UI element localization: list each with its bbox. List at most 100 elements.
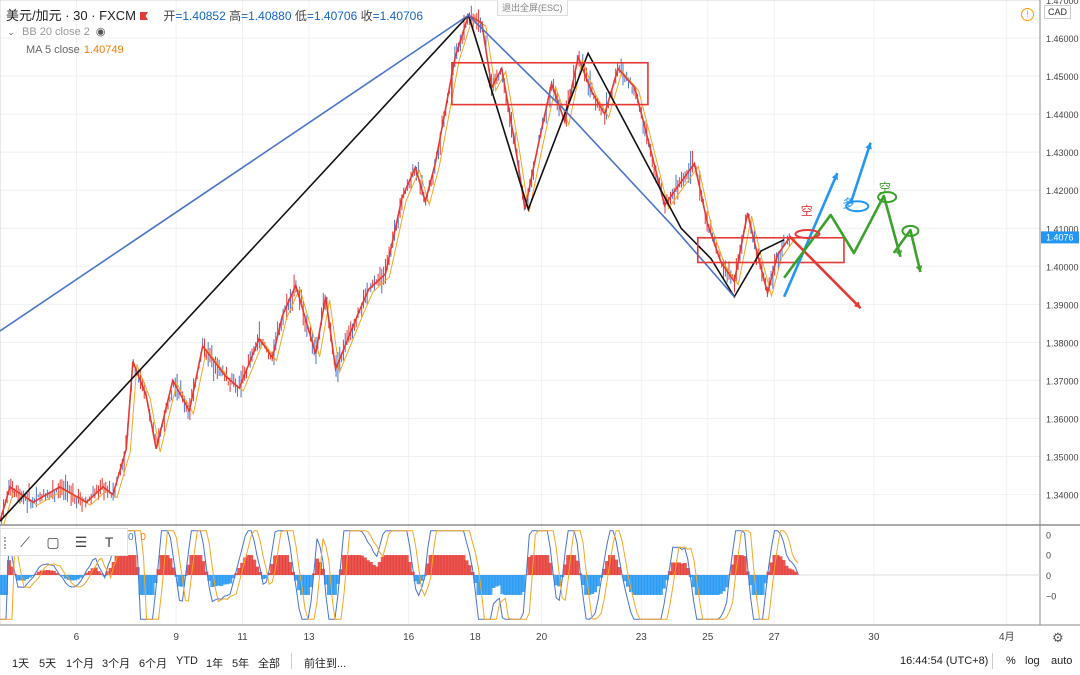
time-tick-label: 27 [769, 632, 781, 643]
log-toggle[interactable]: log [1025, 655, 1040, 667]
osc-histogram-bar [703, 575, 708, 595]
osc-histogram-bar [407, 561, 412, 575]
osc-histogram-bar [784, 565, 789, 575]
drag-handle-icon[interactable] [4, 537, 10, 549]
osc-histogram-bar [168, 558, 173, 575]
osc-histogram-bar [389, 555, 394, 575]
osc-histogram-bar [87, 571, 92, 575]
osc-histogram-bar [3, 575, 8, 595]
osc-histogram-bar [282, 555, 287, 575]
osc-histogram-bar [643, 575, 648, 595]
osc-histogram-bar [617, 567, 622, 575]
osc-histogram-bar [781, 560, 786, 575]
price-badge-label: 1.4076 [1046, 232, 1074, 242]
osc-histogram-bar [395, 555, 400, 575]
osc-histogram-bar [455, 555, 460, 575]
osc-histogram-bar [204, 571, 209, 575]
osc-histogram-bar [210, 575, 215, 587]
osc-histogram-bar [625, 575, 630, 587]
drawing-toolbar: ⟋ ▢ ☰ T [0, 528, 128, 556]
osc-histogram-bar [222, 575, 227, 585]
chevron-down-icon[interactable]: ⌄ [7, 26, 15, 37]
bottom-toolbar: 1天 5天 1个月 3个月 6个月 YTD 1年 5年 全部 前往到... 16… [0, 650, 1080, 675]
osc-histogram-bar [721, 575, 726, 592]
price-tick-label: 1.34000 [1046, 491, 1079, 501]
open-value: =1.40852 [175, 9, 226, 23]
osc-histogram-bar [0, 575, 5, 595]
osc-histogram-bar [329, 575, 334, 595]
price-badge [1041, 231, 1079, 244]
rectangle-icon[interactable]: ▢ [46, 533, 60, 550]
auto-toggle[interactable]: auto [1051, 655, 1073, 667]
osc-tick-label: −0 [1046, 591, 1056, 601]
timeframe-3m[interactable]: 3个月 [102, 658, 131, 670]
osc-histogram-bar [102, 575, 107, 577]
osc-histogram-bar [709, 575, 714, 595]
osc-histogram-bar [646, 575, 651, 595]
osc-histogram-bar [36, 571, 41, 575]
fib-icon[interactable]: ☰ [74, 533, 88, 550]
osc-histogram-bar [676, 562, 681, 575]
osc-histogram-bar [697, 575, 702, 595]
osc-histogram-bar [9, 566, 14, 575]
timeframe-all[interactable]: 全部 [258, 658, 280, 670]
currency-badge[interactable]: CAD [1044, 5, 1072, 19]
ma-indicator-label[interactable]: MA 5 close [26, 44, 80, 56]
timeframe-5d[interactable]: 5天 [39, 658, 57, 670]
osc-histogram-bar [515, 575, 520, 595]
osc-histogram-bar [446, 555, 451, 575]
osc-histogram-bar [213, 575, 218, 587]
osc-histogram-bar [401, 555, 406, 575]
price-lines [0, 13, 796, 525]
osc-histogram-bar [150, 575, 155, 595]
osc-histogram-bar [593, 575, 598, 593]
time-tick-label: 30 [868, 632, 880, 643]
osc-histogram-bar [497, 575, 502, 586]
osc-histogram-bar [108, 567, 113, 575]
osc-histogram-bar [294, 575, 299, 581]
osc-histogram-bar [658, 575, 663, 595]
osc-histogram-bar [611, 555, 616, 575]
osc-histogram-bar [739, 555, 744, 575]
osc-histogram-bar [419, 575, 424, 581]
range-box-top [451, 61, 649, 106]
clock-readout[interactable]: 16:44:54 (UTC+8) [900, 655, 989, 667]
low-value: =1.40706 [306, 9, 358, 23]
osc-histogram-bar [234, 573, 239, 575]
percent-toggle[interactable]: % [1006, 655, 1016, 667]
osc-histogram-bar [757, 575, 762, 595]
price-tick-label: 1.39000 [1046, 300, 1079, 310]
timeframe-6m[interactable]: 6个月 [139, 658, 168, 670]
bb-indicator-label[interactable]: BB 20 close 2 [22, 25, 90, 38]
exit-fullscreen-button[interactable]: 退出全屏(ESC) [497, 0, 568, 16]
trend-line-icon[interactable]: ⟋ [20, 533, 30, 550]
timeframe-ytd[interactable]: YTD [176, 655, 198, 667]
warning-icon[interactable]: ! [1021, 8, 1034, 21]
blue-arrow-2-head [865, 142, 872, 150]
osc-histogram-bar [790, 569, 795, 575]
osc-histogram-bar [512, 575, 517, 595]
timeframe-1d[interactable]: 1天 [12, 658, 30, 670]
timeframe-1m[interactable]: 1个月 [66, 658, 95, 670]
osc-histogram-bar [165, 555, 170, 575]
osc-histogram-bar [410, 571, 415, 575]
settings-gear-icon[interactable]: ⚙ [1052, 630, 1064, 645]
timeframe-1y[interactable]: 1年 [206, 658, 224, 670]
osc-histogram-bar [30, 575, 35, 577]
circle-marker-green-2 [901, 224, 920, 237]
osc-histogram-bar [195, 555, 200, 575]
time-tick-label: 13 [303, 632, 315, 643]
osc-histogram-bar [323, 575, 328, 585]
osc-histogram-bar [314, 558, 319, 575]
osc-histogram-bar [637, 575, 642, 595]
osc-histogram-bar [775, 555, 780, 575]
chart-grid [0, 0, 1040, 625]
goto-button[interactable]: 前往到... [304, 658, 347, 670]
timeframe-5y[interactable]: 5年 [232, 658, 250, 670]
symbol-title[interactable]: 美元/加元 · 30 · FXCM [6, 8, 137, 23]
range-boxes [451, 61, 845, 264]
text-icon[interactable]: T [104, 534, 114, 550]
osc-histogram-bar [341, 555, 346, 575]
eye-icon[interactable]: ◉ [95, 26, 106, 38]
